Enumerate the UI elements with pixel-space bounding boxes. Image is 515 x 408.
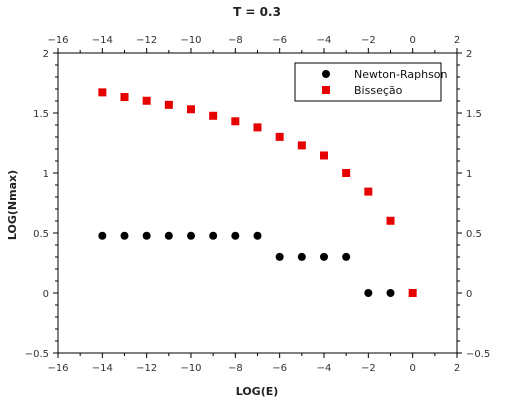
newton-raphson-point (209, 231, 218, 240)
x-axis-bottom: −16 −14 −12 −10 −8 −6 −4 −2 0 2 (47, 353, 460, 374)
y-tick-label: 0.5 (33, 229, 49, 240)
x-tick-label: −4 (317, 363, 332, 374)
newton-raphson-point (297, 252, 306, 261)
x-tick-label: −2 (361, 35, 376, 46)
x-tick-label: −8 (228, 363, 243, 374)
y-tick-label: −0.5 (466, 349, 490, 360)
newton-raphson-point (187, 231, 195, 240)
y-tick-label: 1.5 (466, 109, 482, 120)
newton-raphson-point (364, 289, 373, 297)
legend-box (294, 62, 442, 102)
newton-raphson-point (231, 231, 240, 240)
x-axis-label: LOG(E) (236, 385, 279, 398)
x-tick-label: −6 (272, 363, 287, 374)
chart-title: T = 0.3 (233, 5, 281, 19)
newton-raphson-point (342, 252, 351, 261)
legend-marker (322, 86, 330, 94)
newton-raphson-point (142, 231, 151, 240)
legend-marker (322, 70, 330, 78)
y-axis-right: −0.5 0 0.5 1 1.5 2 (457, 49, 490, 360)
bissecao-point (364, 187, 373, 196)
y-tick-label: −0.5 (25, 349, 49, 360)
x-axis-top: −16 −14 −12 −10 −8 −6 −4 −2 0 2 (47, 35, 460, 53)
newton-raphson-point (120, 231, 129, 240)
bissecao-point (275, 132, 284, 141)
bissecao-point (320, 151, 328, 160)
x-tick-label: −14 (92, 35, 113, 46)
bissecao-point (187, 105, 195, 114)
y-tick-label: 0 (43, 289, 49, 300)
newton-raphson-point (386, 289, 395, 297)
y-tick-label: 2 (466, 49, 472, 60)
x-tick-label: −16 (47, 35, 68, 46)
x-tick-label: −10 (180, 363, 201, 374)
legend-label: Newton-Raphson (354, 68, 448, 81)
x-tick-label: −2 (361, 363, 376, 374)
x-tick-label: −14 (92, 363, 113, 374)
bissecao-point (231, 117, 240, 126)
newton-raphson-point (320, 252, 328, 261)
x-tick-label: −12 (136, 363, 157, 374)
y-tick-label: 0 (466, 289, 472, 300)
x-tick-label: −6 (272, 35, 287, 46)
x-tick-label: −4 (317, 35, 332, 46)
x-tick-label: −12 (136, 35, 157, 46)
bissecao-point (142, 96, 151, 105)
x-tick-label: −8 (228, 35, 243, 46)
bissecao-point (253, 123, 262, 132)
bissecao-point (120, 93, 129, 102)
bissecao-point (209, 111, 218, 120)
x-tick-label: 0 (409, 363, 415, 374)
x-tick-label: 2 (454, 35, 460, 46)
y-tick-label: 1.5 (33, 109, 49, 120)
newton-raphson-point (98, 231, 107, 240)
bissecao-point (386, 216, 395, 225)
bissecao-point (297, 141, 306, 150)
y-tick-label: 1 (466, 169, 472, 180)
newton-raphson-point (275, 252, 284, 261)
x-tick-label: 0 (409, 35, 415, 46)
bissecao-point (342, 169, 351, 177)
bissecao-point (408, 289, 417, 297)
data-points (98, 88, 417, 297)
bissecao-point (164, 100, 173, 109)
newton-raphson-point (164, 231, 173, 240)
legend: Newton-Raphson Bisseção (294, 62, 448, 102)
y-tick-label: 2 (43, 49, 49, 60)
x-tick-label: −10 (180, 35, 201, 46)
bissecao-point (98, 88, 107, 97)
legend-label: Bisseção (354, 84, 403, 97)
x-tick-label: −16 (47, 363, 68, 374)
y-axis-label: LOG(Nmax) (6, 170, 19, 240)
y-tick-label: 1 (43, 169, 49, 180)
newton-raphson-point (253, 231, 262, 240)
y-axis-left: −0.5 0 0.5 1 1.5 2 (25, 49, 58, 360)
y-tick-label: 0.5 (466, 229, 482, 240)
x-tick-label: 2 (454, 363, 460, 374)
